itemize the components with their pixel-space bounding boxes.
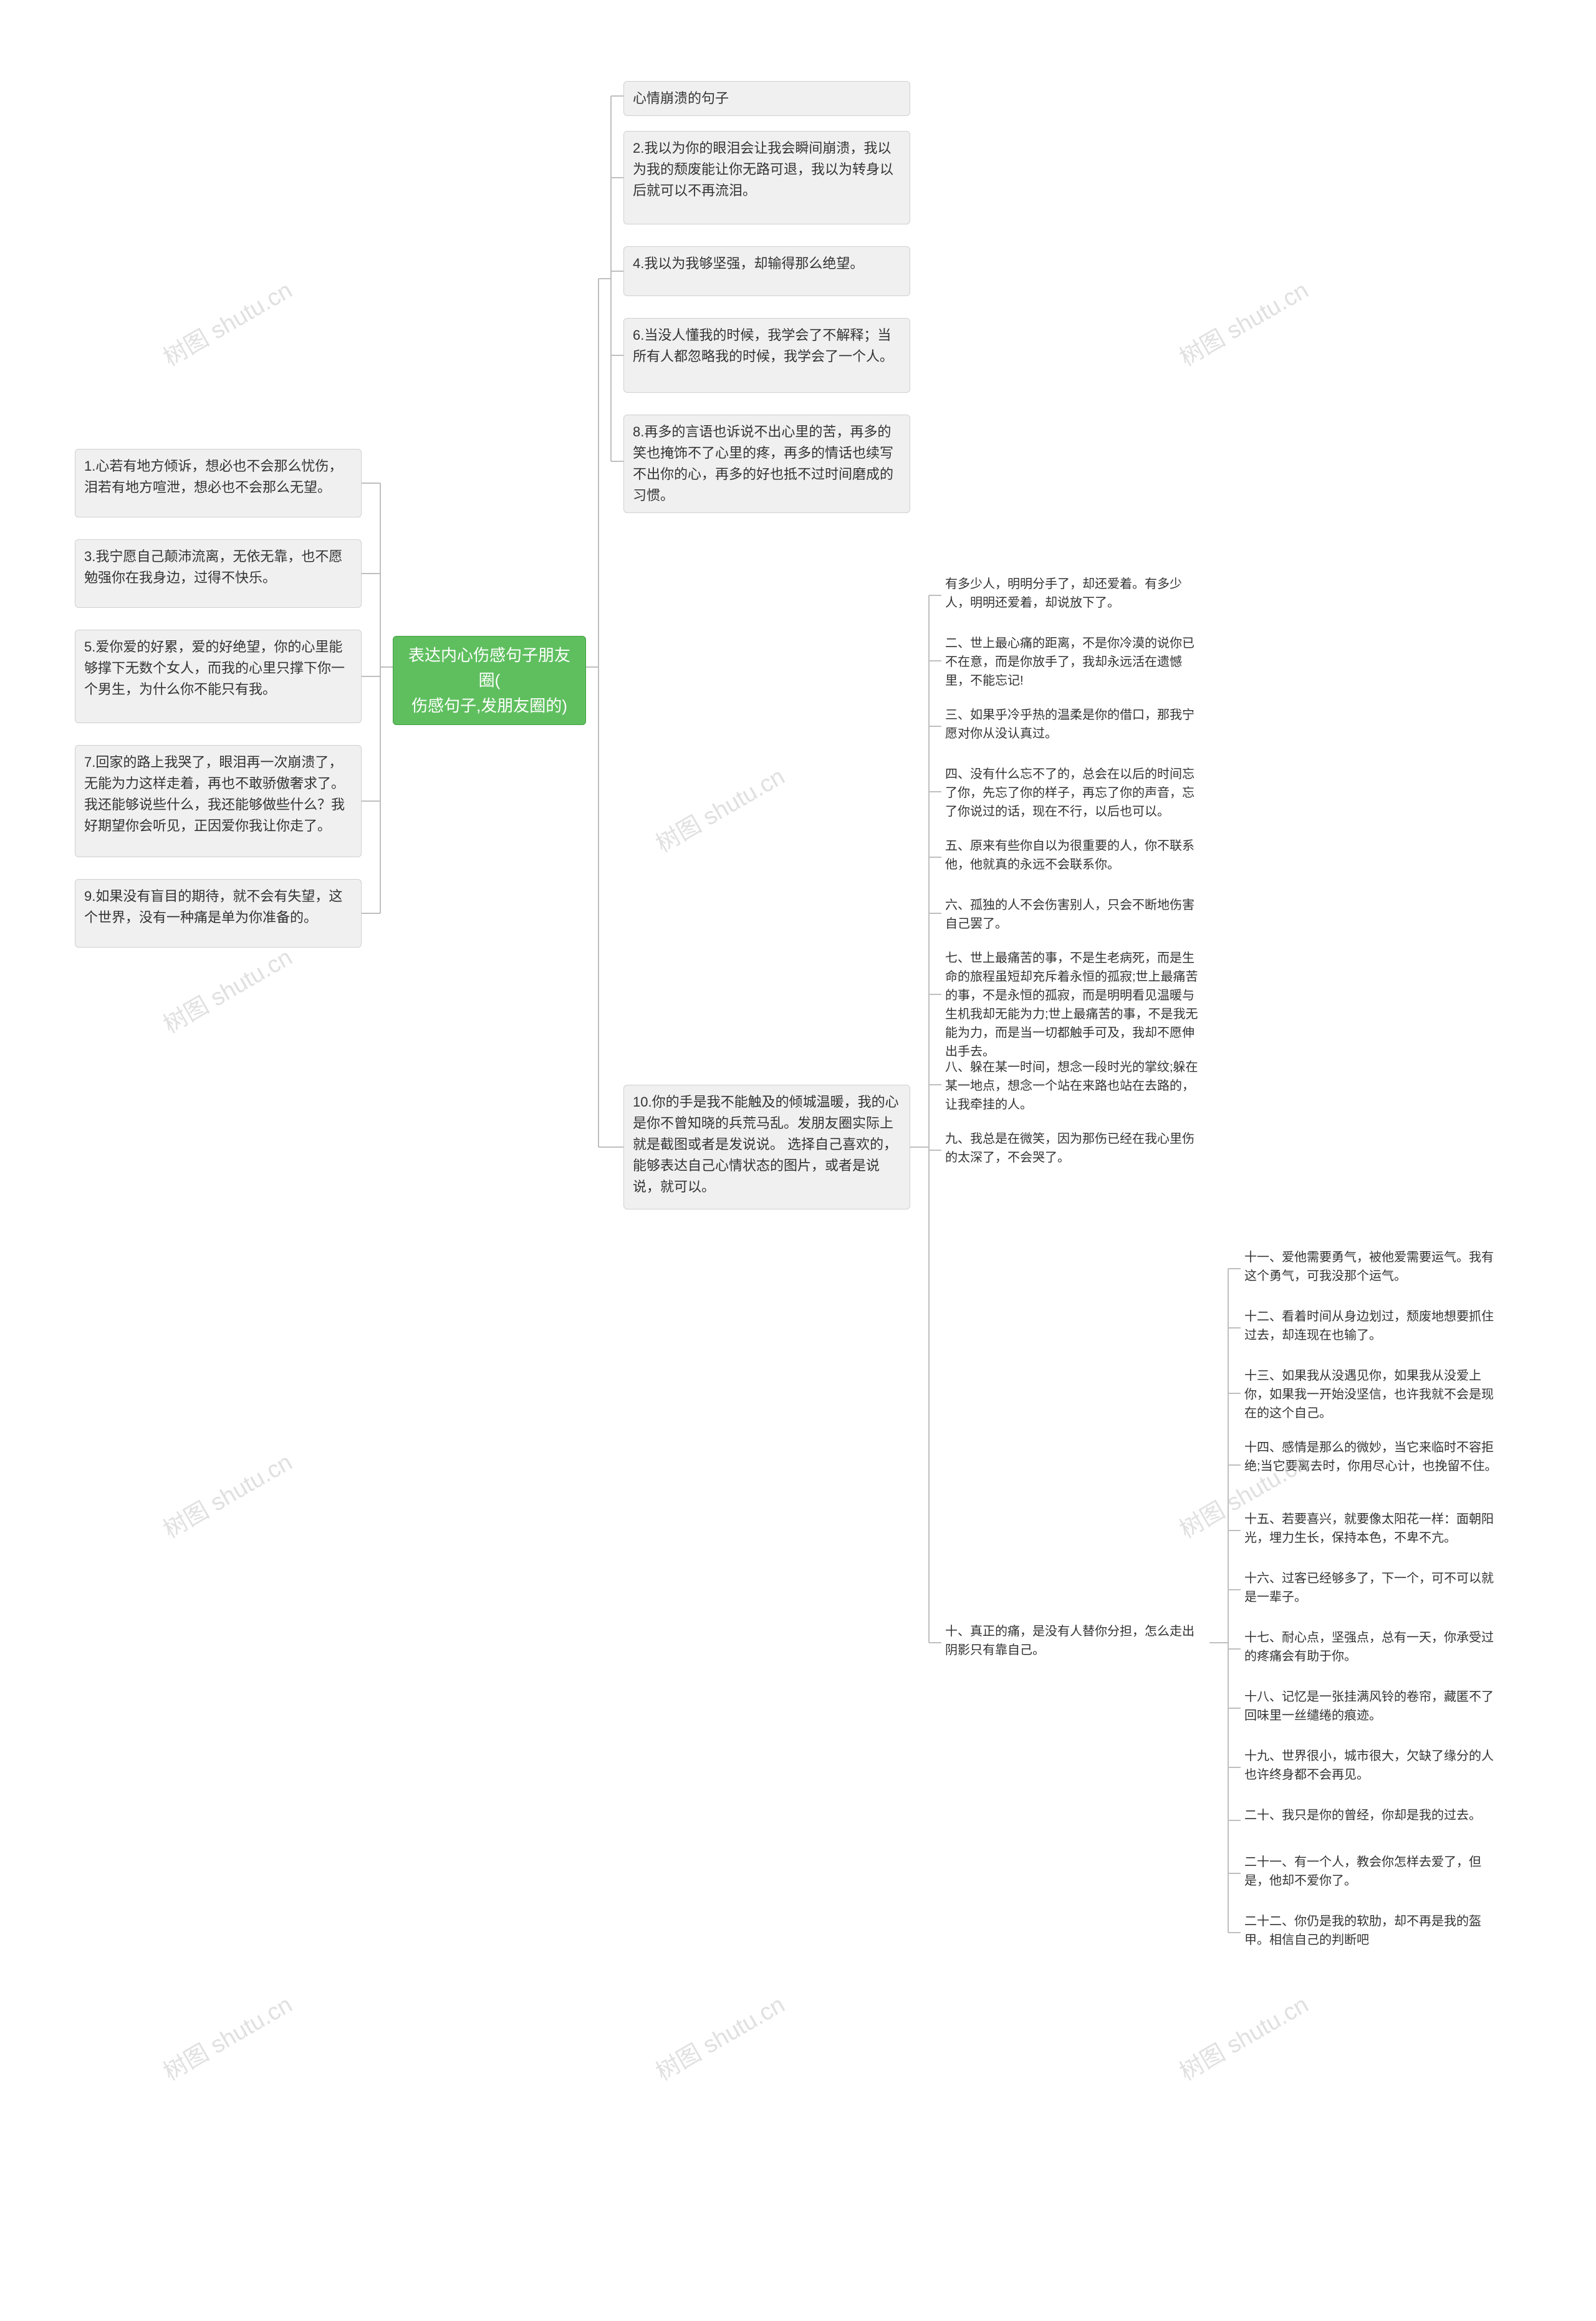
- root-node: 表达内心伤感句子朋友圈( 伤感句子,发朋友圈的): [393, 636, 586, 725]
- level3-node-D12: 十二、看着时间从身边划过，颓废地想要抓住过去，却连现在也输了。: [1241, 1306, 1509, 1350]
- level1-node-R2: 2.我以为你的眼泪会让我会瞬间崩溃，我以为我的颓废能让你无路可退，我以为转身以后…: [623, 131, 910, 224]
- watermark: 树图 shutu.cn: [1172, 1986, 1314, 2087]
- watermark: 树图 shutu.cn: [156, 1986, 297, 2087]
- level1-node-R10: 10.你的手是我不能触及的倾城温暖，我的心是你不曾知晓的兵荒马乱。发朋友圈实际上…: [623, 1085, 910, 1209]
- level1-node-R6: 6.当没人懂我的时候，我学会了不解释；当所有人都忽略我的时候，我学会了一个人。: [623, 318, 910, 393]
- level3-node-D18: 十八、记忆是一张挂满风铃的卷帘，藏匿不了回味里一丝缱绻的痕迹。: [1241, 1686, 1509, 1730]
- level3-node-D20: 二十、我只是你的曾经，你却是我的过去。: [1241, 1805, 1509, 1836]
- level2-node-C5: 五、原来有些你自以为很重要的人，你不联系他，他就真的永远不会联系你。: [941, 835, 1209, 879]
- level3-node-D17: 十七、耐心点，坚强点，总有一天，你承受过的疼痛会有助于你。: [1241, 1627, 1509, 1671]
- left-node-L1: 1.心若有地方倾诉，想必也不会那么忧伤，泪若有地方喧泄，想必也不会那么无望。: [75, 449, 362, 517]
- level3-node-D13: 十三、如果我从没遇见你，如果我从没爱上你，如果我一开始没坚信，也许我就不会是现在…: [1241, 1365, 1509, 1424]
- level2-node-C10: 十、真正的痛，是没有人替你分担，怎么走出阴影只有靠自己。: [941, 1621, 1209, 1665]
- left-node-L3: 3.我宁愿自己颠沛流离，无依无靠，也不愿勉强你在我身边，过得不快乐。: [75, 539, 362, 608]
- level3-node-D16: 十六、过客已经够多了，下一个，可不可以就是一辈子。: [1241, 1568, 1509, 1612]
- level2-node-C3: 三、如果乎冷乎热的温柔是你的借口，那我宁愿对你从没认真过。: [941, 704, 1209, 748]
- level3-node-D15: 十五、若要喜兴，就要像太阳花一样：面朝阳光，埋力生长，保持本色，不卑不亢。: [1241, 1509, 1509, 1552]
- watermark: 树图 shutu.cn: [648, 757, 790, 859]
- watermark: 树图 shutu.cn: [1172, 271, 1314, 373]
- mindmap-canvas: 表达内心伤感句子朋友圈( 伤感句子,发朋友圈的) 1.心若有地方倾诉，想必也不会那…: [0, 0, 1596, 2321]
- watermark: 树图 shutu.cn: [156, 938, 297, 1040]
- watermark: 树图 shutu.cn: [156, 1443, 297, 1545]
- level2-node-C1: 有多少人，明明分手了，却还爱着。有多少人，明明还爱着，却说放下了。: [941, 574, 1209, 617]
- level2-node-C7: 七、世上最痛苦的事，不是生老病死，而是生命的旅程虽短却充斥着永恒的孤寂;世上最痛…: [941, 948, 1209, 1062]
- level2-node-C9: 九、我总是在微笑，因为那伤已经在我心里伤的太深了，不会哭了。: [941, 1128, 1209, 1172]
- level3-node-D21: 二十一、有一个人，教会你怎样去爱了，但是，他却不爱你了。: [1241, 1852, 1509, 1895]
- watermark: 树图 shutu.cn: [648, 1986, 790, 2087]
- level1-node-R2t: 心情崩溃的句子: [623, 81, 910, 116]
- level2-node-C6: 六、孤独的人不会伤害别人，只会不断地伤害自己罢了。: [941, 895, 1209, 935]
- level2-node-C2: 二、世上最心痛的距离，不是你冷漠的说你已不在意，而是你放手了，我却永远活在遗憾里…: [941, 633, 1209, 691]
- level3-node-D22: 二十二、你仍是我的软肋，却不再是我的盔甲。相信自己的判断吧: [1241, 1911, 1509, 1954]
- level2-node-C8: 八、躲在某一时间，想念一段时光的掌纹;躲在某一地点，想念一个站在来路也站在去路的…: [941, 1057, 1209, 1115]
- level1-node-R4: 4.我以为我够坚强，却输得那么绝望。: [623, 246, 910, 296]
- level2-node-C4: 四、没有什么忘不了的，总会在以后的时间忘了你，先忘了你的样子，再忘了你的声音，忘…: [941, 764, 1209, 822]
- left-node-L9: 9.如果没有盲目的期待，就不会有失望，这个世界，没有一种痛是单为你准备的。: [75, 879, 362, 948]
- left-node-L7: 7.回家的路上我哭了，眼泪再一次崩溃了，无能为力这样走着，再也不敢骄傲奢求了。我…: [75, 745, 362, 857]
- level3-node-D19: 十九、世界很小，城市很大，欠缺了缘分的人也许终身都不会再见。: [1241, 1746, 1509, 1789]
- level1-node-R8: 8.再多的言语也诉说不出心里的苦，再多的笑也掩饰不了心里的疼，再多的情话也续写不…: [623, 415, 910, 513]
- watermark: 树图 shutu.cn: [156, 271, 297, 373]
- left-node-L5: 5.爱你爱的好累，爱的好绝望，你的心里能够撑下无数个女人，而我的心里只撑下你一个…: [75, 630, 362, 723]
- level3-node-D11: 十一、爱他需要勇气，被他爱需要运气。我有这个勇气，可我没那个运气。: [1241, 1247, 1509, 1290]
